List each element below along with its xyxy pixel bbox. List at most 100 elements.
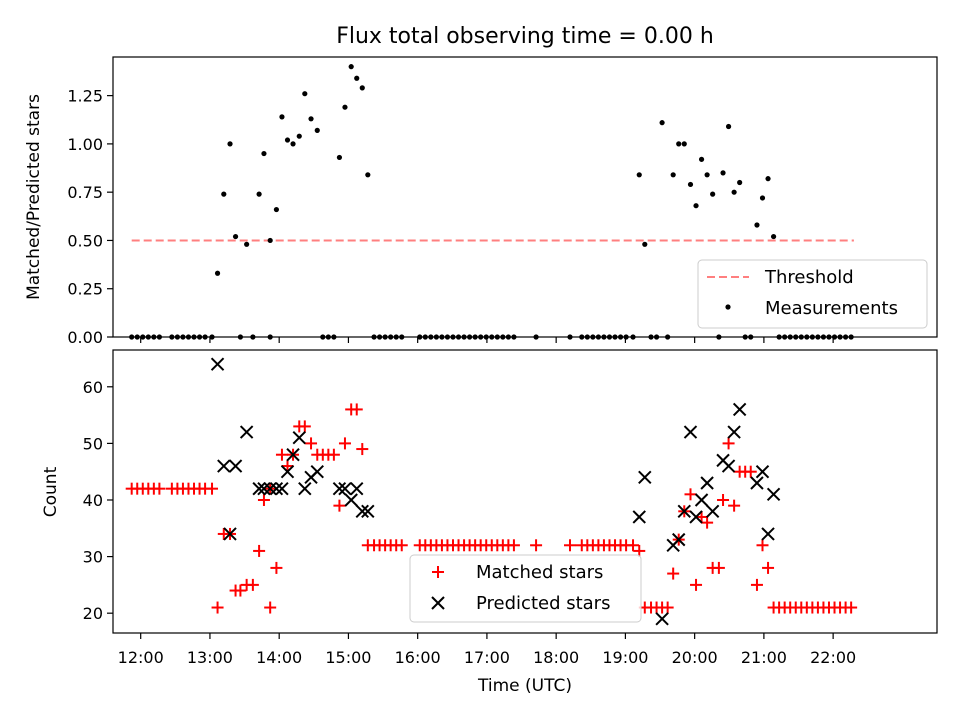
predicted-stars-point [257,481,271,496]
measurement-point [478,334,484,340]
matched-stars-point [253,544,266,557]
measurement-point [308,116,314,122]
measurement-point [787,334,793,340]
matched-stars-point [270,561,283,574]
matched-stars-point [246,578,259,591]
matched-stars-point [667,567,680,580]
measurement-point [842,334,849,340]
measurement-point [267,334,273,340]
matched-stars-point [507,539,520,552]
measurement-point [151,334,157,340]
predicted-stars-point [239,425,254,439]
predicted-stars-point [694,493,709,507]
predicted-stars-point [750,476,764,490]
matched-stars-point [684,488,697,501]
measurement-point [494,334,500,340]
matched-stars-point [298,420,311,433]
matched-legend-swatch [432,566,444,578]
y-tick-label: 0.50 [67,231,103,250]
predicted-stars-point [350,481,364,496]
count-panel: 20 30 40 50 60 12:00 13:00 14:00 15:00 16:00 17:0… [41,349,938,696]
predicted-stars-point [252,481,266,496]
matched-stars-point [627,539,640,552]
measurement-point [393,334,399,340]
measurement-point [782,334,788,340]
measurement-point [776,334,782,340]
measurement-point [759,195,766,201]
matched-stars-point [661,601,674,614]
measurement-point [848,334,854,340]
y-tick-label: 0.00 [67,328,103,347]
predicted-stars-point [683,425,698,439]
x-tick-label: 16:00 [395,648,441,667]
ratio-y-axis: 0.00 0.25 0.50 0.75 1.00 1.25 [67,87,113,347]
measurement-point [826,334,832,340]
measurement-point [765,176,771,182]
count-legend-box [409,554,642,623]
measurement-point [500,334,506,340]
measurement-point [837,334,843,340]
y-tick-label: 1.00 [67,135,103,154]
x-tick-label: 14:00 [256,648,302,667]
measurement-point [302,91,308,97]
ratio-plot-frame [112,56,938,338]
measurement-point [748,334,754,340]
count-y-axis-label: Count [41,466,61,517]
matched-stars-point [327,448,340,461]
predicted-stars-point [761,527,775,541]
predicted-stars-point [286,448,300,462]
predicted-stars-point [755,464,770,479]
measurement-point [209,334,215,340]
measurement-point [354,75,360,81]
predicted-stars-point [721,459,736,473]
measurement-point [725,123,732,130]
matched-stars-point [762,561,775,574]
measurement-point [376,334,383,340]
y-tick-label: 0.25 [67,280,103,299]
measurement-point [461,334,467,340]
x-tick-label: 19:00 [602,648,648,667]
matched-stars-point [356,443,369,456]
measurement-point [665,334,671,340]
matched-stars-point [257,493,270,506]
measurement-point [472,334,478,340]
matched-stars-point [275,448,288,461]
measurement-point [371,334,377,340]
predicted-legend-swatch [431,596,445,610]
count-plot-area [125,357,858,626]
measurement-point [348,64,354,70]
matched-stars-point [722,437,735,450]
matched-stars-point [690,578,703,591]
ratio-y-axis-label: Matched/Predicted stars [24,94,44,300]
predicted-stars-point [275,481,289,496]
measurement-point [770,233,777,240]
measurement-point [244,241,250,247]
predicted-stars-point [632,510,646,524]
measurement-point [365,172,371,178]
measurement-point [325,334,331,340]
measurements-legend-swatch [725,304,731,310]
predicted-stars-point [361,504,375,519]
measurement-point [314,127,320,133]
measurement-point [250,334,256,340]
ratio-legend-box [697,259,928,329]
measurement-point [156,334,162,340]
matched-stars-point [234,584,247,597]
x-tick-label: 12:00 [118,648,164,667]
measurement-point [710,191,716,197]
measurement-point [145,334,151,340]
measurement-point [489,334,495,340]
measurement-point [134,334,140,340]
measurement-point [617,334,624,340]
predicted-stars-point [732,402,747,417]
measurement-point [191,334,197,340]
y-tick-label: 60 [83,378,103,397]
measurement-point [737,179,743,186]
x-tick-label: 13:00 [187,648,233,667]
measurement-point [227,141,233,147]
measurement-point [336,154,343,161]
measurement-point [648,334,654,340]
measurement-point [815,334,821,340]
measurement-point [467,334,473,340]
